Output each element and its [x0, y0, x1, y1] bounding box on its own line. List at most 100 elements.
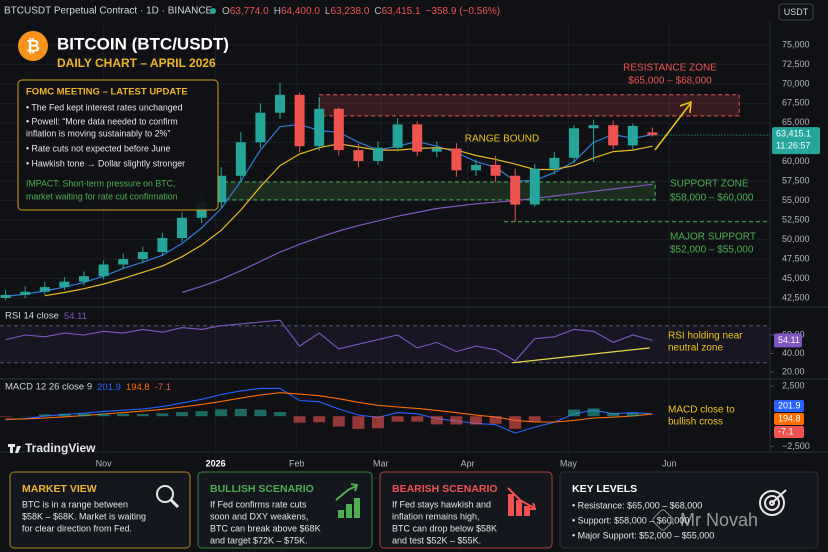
candle-body	[59, 281, 70, 288]
symbol: BTCUSDT Perpetual Contract · 1D · BINANC…	[4, 6, 213, 17]
fomc-impact: market waiting for rate cut confirmation	[26, 191, 178, 201]
card-line: and test $52K – $55K.	[392, 535, 481, 545]
macd-value: 201.9	[778, 400, 801, 410]
card-line: • Support: $58,000 – $60,000	[572, 515, 689, 525]
macd-histogram-bar	[136, 414, 149, 417]
macd-histogram-bar	[626, 412, 639, 417]
macd-histogram-bar	[254, 409, 267, 417]
rsi-note: RSI holding near	[668, 331, 743, 342]
candle-body	[569, 128, 579, 158]
macd-histogram-bar	[509, 416, 522, 429]
ohlc-value: 64,400.0	[281, 6, 320, 17]
candle-body	[79, 276, 89, 282]
candle-body	[647, 132, 658, 136]
range-note: RANGE BOUND	[465, 134, 539, 145]
macd-histogram-bar	[430, 416, 443, 425]
ohlc-value: 63,238.0	[330, 6, 369, 17]
icon	[354, 498, 360, 518]
rsi-band	[0, 325, 770, 363]
macd-histogram-bar	[411, 416, 424, 422]
icon	[156, 485, 174, 503]
card-line: BTC can drop below $58K	[392, 523, 497, 533]
y-tick-label: 52,500	[782, 215, 810, 225]
macd-histogram-bar	[195, 411, 208, 417]
x-tick-label: 2026	[206, 458, 226, 468]
macd-value-box	[774, 426, 804, 438]
macd-histogram-bar	[176, 412, 188, 417]
plot	[0, 82, 770, 434]
pane-value: 201.9	[97, 382, 121, 393]
watermark-icon	[652, 509, 674, 531]
candle-body	[275, 94, 285, 113]
macd-histogram-bar	[470, 416, 482, 425]
fomc-title: FOMC MEETING – LATEST UPDATE	[26, 87, 188, 98]
moving-average	[44, 143, 653, 297]
macd-value: -7.1	[778, 426, 794, 436]
y-tick-label: 40.00	[782, 348, 805, 358]
icon	[507, 487, 537, 510]
candle-body	[588, 125, 599, 129]
overlays: BTCUSDT Perpetual Contract · 1D · BINANC…	[4, 3, 820, 549]
candle-body	[235, 142, 246, 176]
tradingview: TradingView	[25, 441, 96, 455]
zone-range: $65,000 – $68,000	[628, 76, 712, 87]
fomc-line: • Hawkish tone → Dollar slightly stronge…	[26, 158, 185, 168]
countdown: 11:26:57	[776, 141, 810, 151]
x-tick-label: Nov	[96, 458, 113, 468]
grid	[0, 22, 774, 452]
pane-title: RSI 14 close 54.11	[5, 311, 87, 322]
candle-body	[549, 157, 560, 169]
macd-value: 194.8	[778, 413, 801, 423]
zone-label: SUPPORT ZONE	[670, 179, 749, 190]
pane-value: 54.11	[64, 311, 87, 322]
candle-body	[431, 148, 442, 152]
card-line: BTC can break above $68K	[210, 523, 321, 533]
card-line: • Major Support: $52,000 – $55,000	[572, 530, 714, 540]
y-tick-label: 60,000	[782, 156, 810, 166]
candle-body	[392, 124, 403, 148]
candle-body	[529, 168, 540, 205]
y-tick-label: 20.00	[782, 366, 805, 376]
arrow	[654, 100, 692, 151]
candle-body	[255, 112, 266, 143]
fomc-line: • Powell: “More data needed to confirm	[26, 116, 178, 126]
x-tick-label: May	[560, 458, 578, 468]
macd-line	[5, 387, 653, 434]
macd-histogram-bar	[332, 416, 345, 427]
rsi-line	[5, 319, 653, 362]
macd-histogram-bar	[58, 413, 71, 417]
zone-range: $58,000 – $60,000	[670, 193, 754, 204]
candle-body	[20, 291, 31, 295]
x-tick-label: Mar	[373, 458, 389, 468]
candle-body	[471, 164, 481, 171]
ohlc-key: L	[325, 6, 331, 17]
candle-body	[216, 175, 227, 203]
change: −358.9 (−0.56%)	[426, 6, 501, 17]
macd-histogram-bar	[274, 411, 286, 417]
candle-body	[412, 124, 423, 152]
y-tick-label: 67,500	[782, 98, 810, 108]
card	[197, 471, 373, 549]
pane-value: 194.8	[126, 382, 150, 393]
macd-histogram-bar	[78, 413, 90, 417]
subtitle: DAILY CHART – APRIL 2026	[57, 56, 216, 70]
icon	[169, 498, 180, 509]
candle-body	[118, 259, 129, 265]
zone-label: RESISTANCE ZONE	[623, 63, 717, 74]
candle-body	[98, 264, 109, 277]
last-price-box	[772, 127, 820, 155]
watermark: Mr Novah	[680, 510, 758, 530]
card-line: and target $72K – $75K.	[210, 535, 308, 545]
y-tick-label: 47,500	[782, 253, 810, 263]
candle-body	[294, 94, 305, 147]
card-title: BULLISH SCENARIO	[210, 483, 314, 495]
x-tick-label: Feb	[289, 458, 305, 468]
candle-body	[627, 125, 638, 146]
pane-title: MACD 12 26 close 9 201.9 194.8 -7.1	[5, 382, 171, 393]
y-tick-label: 45,000	[782, 273, 810, 283]
y-tick-label: −2,500	[782, 441, 810, 451]
fomc-box	[17, 79, 219, 211]
y-tick-label: 65,000	[782, 117, 810, 127]
card-line: soon and DXY weakens,	[210, 511, 308, 521]
